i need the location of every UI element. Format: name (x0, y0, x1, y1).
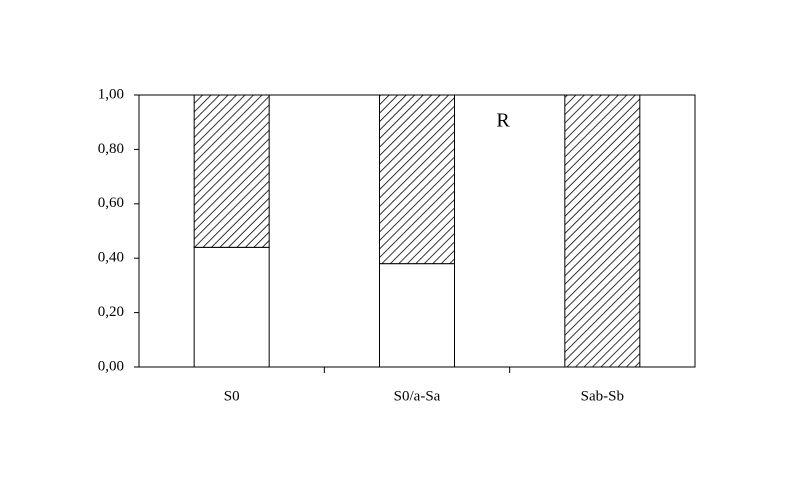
bar-segment (193, 94, 270, 248)
x-tick-label: S0/a-Sa (394, 388, 441, 404)
y-tick-label: 0,60 (98, 195, 124, 211)
bar-segment (564, 94, 641, 368)
y-tick-label: 0,40 (98, 250, 124, 266)
x-tick-label: Sab-Sb (581, 388, 624, 404)
y-tick-label: 1,00 (98, 86, 124, 102)
bar-segment (379, 263, 455, 368)
y-tick-label: 0,20 (98, 304, 124, 320)
y-tick-label: 0,00 (98, 358, 124, 374)
bar-segment (193, 246, 270, 368)
y-tick-label: 0,80 (98, 141, 124, 157)
x-tick-label: S0 (224, 388, 240, 404)
bar-segment (379, 94, 455, 265)
annotation: R (496, 110, 510, 132)
